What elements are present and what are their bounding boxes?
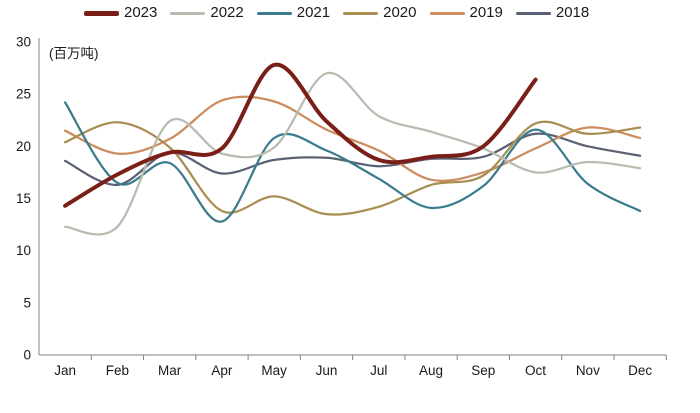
legend-label-2019: 2019 <box>469 4 503 21</box>
legend-item-2018: 2018 <box>515 3 590 23</box>
legend-item-2020: 2020 <box>343 3 417 23</box>
series-line-2020 <box>63 120 642 216</box>
legend-swatch-2020 <box>343 11 379 15</box>
series-line-2019 <box>63 95 642 182</box>
chart-legend: 2023 2022 2021 2020 2019 2018 <box>84 3 589 23</box>
y-axis-label: 5 <box>23 295 31 310</box>
legend-swatch-2023 <box>84 10 119 16</box>
y-axis-label: 15 <box>16 191 31 206</box>
x-axis-label: Dec <box>628 363 652 378</box>
x-axis-label: Jul <box>370 363 387 378</box>
x-axis-label: Aug <box>419 363 443 378</box>
y-axis-label: 25 <box>16 87 31 102</box>
legend-label-2022: 2022 <box>210 4 244 21</box>
x-axis-label: May <box>261 363 287 378</box>
legend-swatch-2021 <box>256 11 292 15</box>
series-line-2021 <box>63 101 642 223</box>
x-axis-label: Sep <box>471 363 495 378</box>
x-axis-label: Jun <box>316 363 338 378</box>
legend-swatch-2022 <box>170 11 206 15</box>
y-axis-unit-label: (百万吨) <box>49 46 99 61</box>
legend-swatch-2018 <box>515 11 551 15</box>
legend-label-2021: 2021 <box>296 4 331 21</box>
legend-item-2019: 2019 <box>429 3 503 23</box>
y-axis-label: 0 <box>23 348 31 363</box>
legend-swatch-2019 <box>429 11 465 15</box>
y-axis-label: 20 <box>16 139 31 154</box>
legend-label-2020: 2020 <box>383 4 417 21</box>
x-axis-label: Jan <box>54 363 76 378</box>
legend-item-2022: 2022 <box>170 3 244 23</box>
y-axis-label: 30 <box>16 34 31 49</box>
x-axis-label: Oct <box>525 363 546 378</box>
series-line-2023 <box>63 62 538 208</box>
x-axis-label: Mar <box>158 363 182 378</box>
legend-item-2021: 2021 <box>256 3 331 23</box>
legend-label-2018: 2018 <box>555 4 590 21</box>
x-axis-label: Feb <box>106 363 129 378</box>
x-axis-label: Nov <box>576 363 600 378</box>
legend-label-2023: 2023 <box>124 4 158 21</box>
x-axis-label: Apr <box>211 363 233 378</box>
series-line-2022 <box>63 71 642 236</box>
y-axis-label: 10 <box>16 243 31 258</box>
legend-item-2023: 2023 <box>84 3 157 23</box>
